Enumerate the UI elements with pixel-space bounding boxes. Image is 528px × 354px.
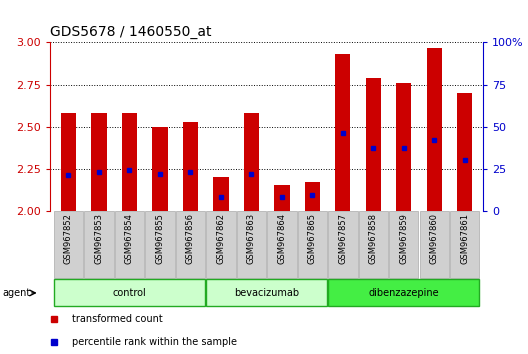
Text: GSM967853: GSM967853 bbox=[95, 213, 103, 264]
Bar bbox=[237, 211, 266, 278]
Text: bevacizumab: bevacizumab bbox=[234, 288, 299, 298]
Bar bbox=[176, 211, 205, 278]
Bar bbox=[244, 113, 259, 211]
Bar bbox=[267, 211, 297, 278]
Bar bbox=[183, 121, 198, 211]
Bar bbox=[427, 47, 442, 211]
Text: agent: agent bbox=[3, 288, 31, 298]
Text: GSM967861: GSM967861 bbox=[460, 213, 469, 264]
Text: GSM967862: GSM967862 bbox=[216, 213, 225, 264]
Text: percentile rank within the sample: percentile rank within the sample bbox=[72, 337, 237, 347]
Bar bbox=[206, 211, 235, 278]
Bar bbox=[389, 211, 419, 278]
Text: GSM967852: GSM967852 bbox=[64, 213, 73, 263]
Bar bbox=[457, 93, 473, 211]
Bar bbox=[152, 127, 167, 211]
Text: GSM967858: GSM967858 bbox=[369, 213, 378, 264]
Bar bbox=[396, 83, 411, 211]
Bar bbox=[328, 211, 357, 278]
Text: control: control bbox=[112, 288, 146, 298]
Bar bbox=[359, 211, 388, 278]
Bar bbox=[84, 211, 114, 278]
Bar bbox=[305, 182, 320, 211]
Bar bbox=[115, 211, 144, 278]
Text: GSM967854: GSM967854 bbox=[125, 213, 134, 263]
Bar bbox=[54, 211, 83, 278]
Bar bbox=[206, 279, 327, 307]
Bar bbox=[274, 185, 289, 211]
Text: GSM967860: GSM967860 bbox=[430, 213, 439, 264]
Bar bbox=[335, 54, 351, 211]
Text: GSM967864: GSM967864 bbox=[277, 213, 286, 264]
Text: transformed count: transformed count bbox=[72, 314, 163, 324]
Text: GSM967856: GSM967856 bbox=[186, 213, 195, 264]
Bar bbox=[91, 113, 107, 211]
Bar bbox=[450, 211, 479, 278]
Text: GSM967859: GSM967859 bbox=[399, 213, 408, 263]
Bar bbox=[366, 78, 381, 211]
Bar bbox=[145, 211, 175, 278]
Bar bbox=[420, 211, 449, 278]
Text: GSM967865: GSM967865 bbox=[308, 213, 317, 264]
Text: GSM967857: GSM967857 bbox=[338, 213, 347, 264]
Bar bbox=[213, 177, 229, 211]
Bar bbox=[61, 113, 76, 211]
Bar bbox=[122, 113, 137, 211]
Bar bbox=[54, 279, 205, 307]
Text: GSM967855: GSM967855 bbox=[155, 213, 164, 263]
Text: GDS5678 / 1460550_at: GDS5678 / 1460550_at bbox=[50, 25, 212, 39]
Bar bbox=[328, 279, 479, 307]
Text: GSM967863: GSM967863 bbox=[247, 213, 256, 264]
Bar bbox=[298, 211, 327, 278]
Text: dibenzazepine: dibenzazepine bbox=[369, 288, 439, 298]
